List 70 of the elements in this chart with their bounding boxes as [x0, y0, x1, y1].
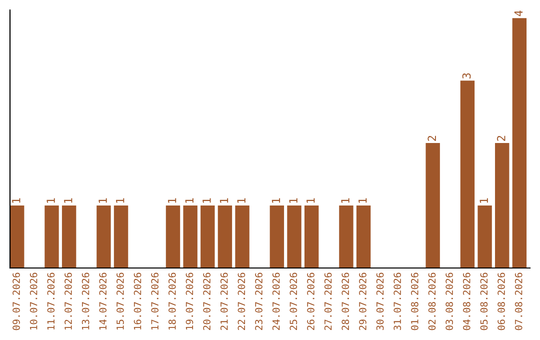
data-label: 1	[306, 198, 315, 203]
x-tick-label: 03.08.2026	[446, 272, 453, 330]
x-tick-label: 27.07.2026	[324, 272, 332, 330]
x-tick-label: 24.07.2026	[272, 272, 280, 330]
bar	[62, 206, 76, 268]
x-tick-label: 20.07.2026	[203, 272, 210, 330]
bar	[495, 143, 510, 268]
data-label: 2	[428, 136, 436, 141]
bar	[166, 206, 180, 268]
bar	[114, 206, 128, 268]
x-tick-label: 25.07.2026	[290, 272, 298, 330]
x-tick-label: 22.07.2026	[238, 272, 246, 330]
data-label: 1	[185, 198, 194, 203]
x-tick-label: 19.07.2026	[186, 272, 194, 330]
data-label: 1	[272, 198, 280, 203]
x-tick-label: 13.07.2026	[82, 272, 90, 330]
x-tick-label: 06.08.2026	[498, 272, 505, 330]
bar	[44, 206, 59, 268]
x-tick-label: 28.07.2026	[342, 272, 350, 330]
data-label: 1	[116, 198, 124, 203]
data-label: 1	[237, 198, 246, 203]
data-label: 1	[358, 198, 367, 203]
x-tick-label: 15.07.2026	[116, 272, 124, 330]
bar	[426, 143, 440, 268]
x-tick-label: 11.07.2026	[47, 272, 55, 330]
data-label: 4	[514, 10, 523, 16]
x-tick-label: 07.08.2026	[514, 272, 522, 330]
data-label: 2	[496, 136, 506, 141]
x-tick-label: 21.07.2026	[220, 272, 228, 330]
data-label: 1	[289, 198, 298, 203]
x-tick-label: 26.07.2026	[307, 272, 314, 330]
x-tick-label: 29.07.2026	[359, 272, 366, 330]
bar	[287, 206, 302, 268]
x-tick-label: 10.07.2026	[30, 272, 38, 330]
bar	[96, 206, 111, 268]
x-tick-label: 18.07.2026	[168, 272, 176, 330]
data-label: 1	[168, 198, 176, 203]
bar	[339, 206, 354, 268]
x-tick-label: 17.07.2026	[151, 272, 159, 330]
bar	[183, 206, 198, 268]
bar	[10, 206, 24, 268]
data-label: 1	[12, 198, 20, 203]
x-tick-label: 09.07.2026	[12, 272, 20, 330]
data-label: 1	[220, 198, 228, 203]
x-tick-label: 02.08.2026	[428, 272, 436, 330]
data-label: 1	[341, 198, 350, 203]
x-tick-label: 30.07.2026	[376, 272, 384, 330]
data-label: 1	[202, 198, 211, 203]
data-label: 1	[64, 198, 72, 203]
x-tick-label: 04.08.2026	[462, 272, 470, 330]
bar	[356, 206, 371, 268]
bar	[460, 80, 475, 268]
data-label: 1	[46, 198, 55, 203]
bar	[270, 206, 284, 268]
x-tick-label: 16.07.2026	[134, 272, 142, 330]
data-label: 3	[462, 73, 471, 78]
bar	[478, 206, 492, 268]
data-label: 1	[98, 198, 107, 203]
x-tick-label: 31.07.2026	[394, 272, 402, 330]
bar	[218, 206, 232, 268]
x-tick-label: 01.08.2026	[410, 272, 418, 330]
bar	[304, 206, 319, 268]
x-tick-label: 05.08.2026	[480, 272, 488, 330]
x-tick-label: 12.07.2026	[64, 272, 72, 330]
bar	[235, 206, 250, 268]
data-label: 1	[480, 198, 488, 203]
bar	[512, 18, 527, 268]
x-tick-label: 14.07.2026	[99, 272, 107, 330]
x-tick-label: 23.07.2026	[255, 272, 262, 330]
bar	[200, 206, 215, 268]
